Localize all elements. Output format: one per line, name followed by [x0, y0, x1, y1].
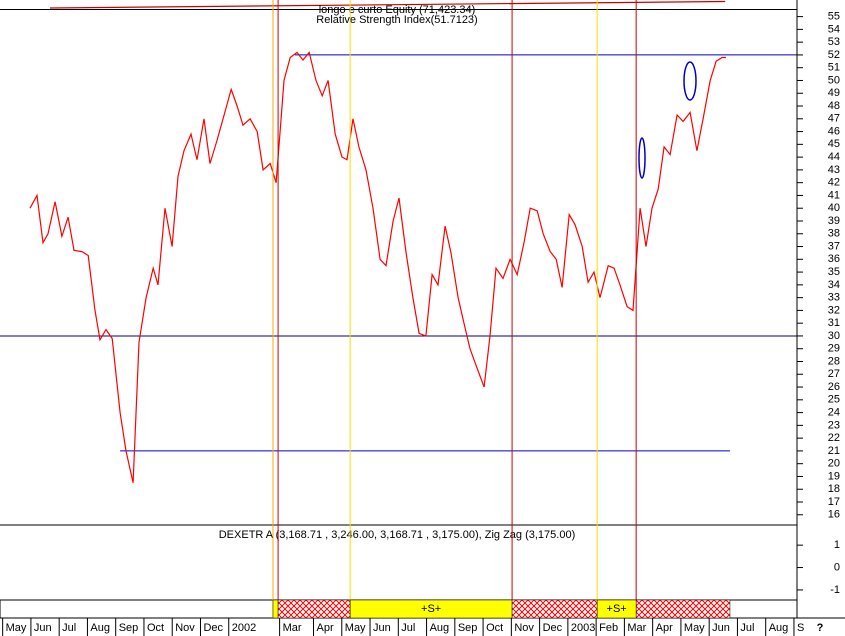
- x-tick-label: Nov: [514, 622, 534, 634]
- x-tick-label: S: [797, 622, 804, 634]
- band-label: +S+: [607, 603, 627, 615]
- x-tick-label: Oct: [486, 622, 503, 634]
- x-tick-label: May: [6, 622, 27, 634]
- x-tick-label: Aug: [90, 622, 110, 634]
- y-tick-label: 46: [828, 125, 840, 137]
- chart-title: longo e curto Equity (71,423.34): [319, 4, 476, 16]
- x-tick-label: 2003: [571, 622, 595, 634]
- y-tick-label: 37: [828, 240, 840, 252]
- y-tick-label: 55: [828, 11, 840, 23]
- y-tick-label: 29: [828, 343, 840, 355]
- y-tick-label: 30: [828, 330, 840, 342]
- x-tick-label: Apr: [317, 622, 334, 634]
- signal-band: [511, 599, 598, 619]
- y-tick-label: 52: [828, 49, 840, 61]
- x-tick-label: Sep: [119, 622, 139, 634]
- x-tick-label: Mar: [627, 622, 646, 634]
- y-tick-label: 54: [828, 23, 840, 35]
- x-tick-label: Aug: [430, 622, 450, 634]
- y-tick-label: 44: [828, 151, 840, 163]
- y-tick-label: 34: [828, 279, 840, 291]
- y-tick-label: 49: [828, 87, 840, 99]
- y-tick-label: 40: [828, 202, 840, 214]
- x-tick-label: Jun: [712, 622, 730, 634]
- y-tick-label: 28: [828, 355, 840, 367]
- signal-band: [272, 599, 279, 619]
- y-tick-label: 21: [828, 445, 840, 457]
- y-tick-label: 16: [828, 509, 840, 521]
- x-tick-label: Dec: [203, 622, 223, 634]
- y-tick-label: 25: [828, 394, 840, 406]
- y-tick-label: 18: [828, 483, 840, 495]
- signal-band: [635, 599, 731, 619]
- x-tick-label: Apr: [656, 622, 673, 634]
- series-line: [49, 0, 726, 9]
- y-tick-label: 41: [828, 189, 840, 201]
- x-tick-label: Sep: [458, 622, 478, 634]
- band-label: +S+: [421, 603, 441, 615]
- corner-label: ?: [817, 622, 824, 634]
- y-tick-label: 48: [828, 100, 840, 112]
- y-tick-label: 36: [828, 253, 840, 265]
- y-tick-label: 45: [828, 138, 840, 150]
- x-tick-label: Aug: [769, 622, 789, 634]
- y2-tick-label: -1: [830, 584, 840, 596]
- y-tick-label: 51: [828, 62, 840, 74]
- x-tick-label: May: [345, 622, 366, 634]
- y-tick-label: 33: [828, 292, 840, 304]
- y2-tick-label: 0: [834, 561, 840, 573]
- x-tick-label: Nov: [175, 622, 195, 634]
- y-tick-label: 39: [828, 215, 840, 227]
- y-tick-label: 47: [828, 113, 840, 125]
- signal-marker: [683, 61, 697, 101]
- y-tick-label: 20: [828, 458, 840, 470]
- chart-subtitle: Relative Strength Index(51.7123): [316, 14, 477, 26]
- x-tick-label: Jul: [62, 622, 76, 634]
- signal-marker: [638, 137, 646, 179]
- series-line: [29, 51, 726, 483]
- y-tick-label: 32: [828, 304, 840, 316]
- x-tick-label: May: [684, 622, 705, 634]
- x-tick-label: Feb: [599, 622, 618, 634]
- y-tick-label: 50: [828, 74, 840, 86]
- y-tick-label: 26: [828, 381, 840, 393]
- x-tick-label: Dec: [543, 622, 563, 634]
- x-tick-label: 2002: [232, 622, 256, 634]
- y-tick-label: 27: [828, 368, 840, 380]
- y-tick-label: 17: [828, 496, 840, 508]
- x-tick-label: Jul: [401, 622, 415, 634]
- y-tick-label: 19: [828, 470, 840, 482]
- y-tick-label: 23: [828, 419, 840, 431]
- y-tick-label: 38: [828, 228, 840, 240]
- y2-tick-label: 1: [834, 539, 840, 551]
- x-tick-label: Mar: [283, 622, 302, 634]
- signal-band: [277, 599, 351, 619]
- y-tick-label: 35: [828, 266, 840, 278]
- x-tick-label: Jun: [34, 622, 52, 634]
- x-tick-label: Oct: [147, 622, 164, 634]
- x-tick-label: Jul: [740, 622, 754, 634]
- lower-title: DEXETR A (3,168.71 , 3,246.00, 3,168.71 …: [219, 529, 576, 541]
- y-tick-label: 31: [828, 317, 840, 329]
- y-tick-label: 43: [828, 164, 840, 176]
- y-tick-label: 42: [828, 177, 840, 189]
- x-tick-label: Jun: [373, 622, 391, 634]
- y-tick-label: 53: [828, 36, 840, 48]
- y-tick-label: 24: [828, 406, 840, 418]
- y-tick-label: 22: [828, 432, 840, 444]
